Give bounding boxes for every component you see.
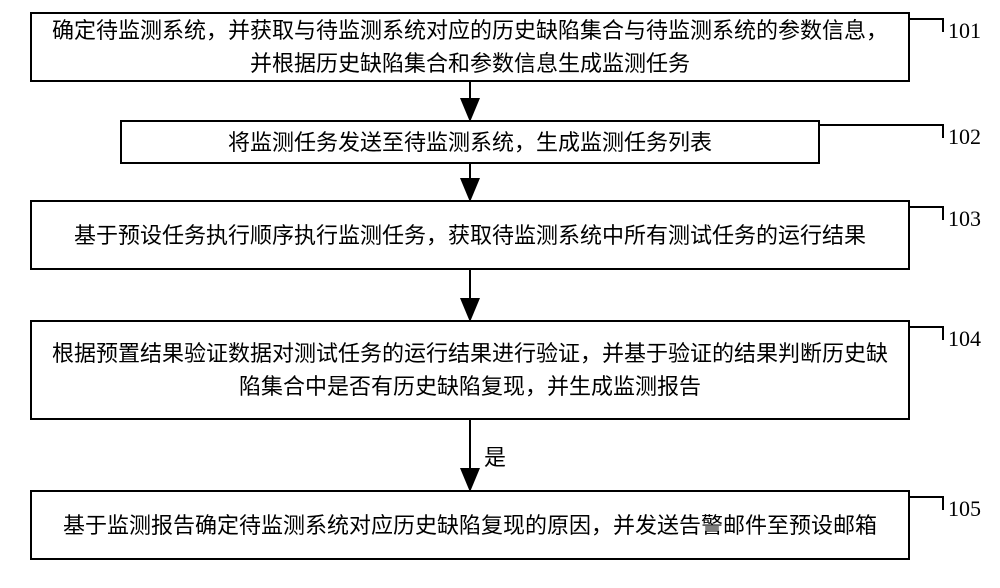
step-box-2: 将监测任务发送至待监测系统，生成监测任务列表: [120, 120, 820, 164]
step-text: 确定待监测系统，并获取与待监测系统对应的历史缺陷集合与待监测系统的参数信息，并根…: [44, 14, 896, 80]
step-number-label: 104: [948, 326, 981, 352]
step-box-1: 确定待监测系统，并获取与待监测系统对应的历史缺陷集合与待监测系统的参数信息，并根…: [30, 12, 910, 82]
step-box-4: 根据预置结果验证数据对测试任务的运行结果进行验证，并基于验证的结果判断历史缺陷集…: [30, 320, 910, 420]
flowchart-canvas: 确定待监测系统，并获取与待监测系统对应的历史缺陷集合与待监测系统的参数信息，并根…: [0, 0, 1000, 588]
step-number-label: 101: [948, 18, 981, 44]
step-text: 根据预置结果验证数据对测试任务的运行结果进行验证，并基于验证的结果判断历史缺陷集…: [44, 337, 896, 403]
callout-bracket: [910, 326, 944, 340]
callout-bracket: [910, 18, 944, 32]
callout-bracket: [910, 206, 944, 220]
step-text: 将监测任务发送至待监测系统，生成监测任务列表: [228, 126, 712, 159]
step-box-3: 基于预设任务执行顺序执行监测任务，获取待监测系统中所有测试任务的运行结果: [30, 200, 910, 270]
step-text: 基于预设任务执行顺序执行监测任务，获取待监测系统中所有测试任务的运行结果: [74, 219, 866, 252]
callout-bracket: [910, 496, 944, 510]
edge-label-yes: 是: [482, 440, 508, 472]
step-text: 基于监测报告确定待监测系统对应历史缺陷复现的原因，并发送告警邮件至预设邮箱: [63, 509, 877, 542]
step-number-label: 105: [948, 496, 981, 522]
callout-bracket: [820, 124, 944, 138]
step-number-label: 102: [948, 124, 981, 150]
step-number-label: 103: [948, 206, 981, 232]
step-box-5: 基于监测报告确定待监测系统对应历史缺陷复现的原因，并发送告警邮件至预设邮箱: [30, 490, 910, 560]
